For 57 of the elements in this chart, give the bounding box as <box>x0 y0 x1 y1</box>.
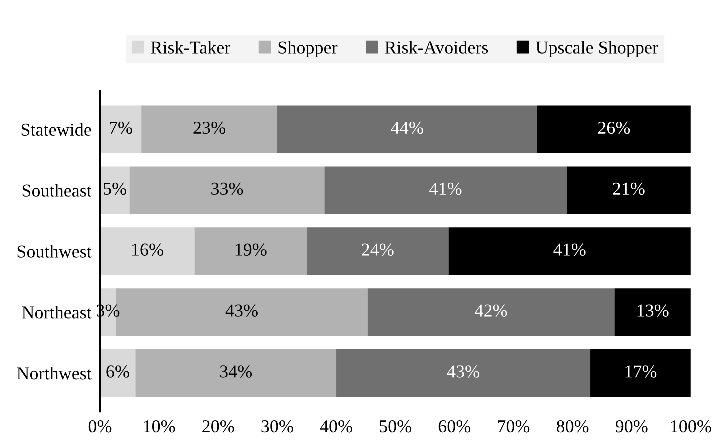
x-tick-label: 80% <box>556 420 589 433</box>
x-tick-label: 70% <box>498 420 530 433</box>
x-tick-label: 10% <box>144 420 176 433</box>
data-label: 34% <box>220 366 252 378</box>
bar <box>614 288 691 336</box>
y-tick-label: Northeast <box>22 306 92 319</box>
data-label: 23% <box>194 122 226 134</box>
bar <box>100 228 195 276</box>
y-tick-label: Southwest <box>18 245 92 258</box>
data-label: 44% <box>391 122 424 134</box>
data-label: 26% <box>598 122 630 134</box>
data-label: 17% <box>626 366 657 378</box>
data-label: 16% <box>132 244 164 256</box>
bar <box>306 228 449 276</box>
x-tick-label: 90% <box>616 420 648 433</box>
data-label: 19% <box>236 244 267 256</box>
data-label: 43% <box>226 304 258 317</box>
legend-label: Upscale Shopper <box>536 41 658 58</box>
data-label: 24% <box>362 244 394 256</box>
x-tick-label: 50% <box>380 420 412 433</box>
y-tick-label: Northwest <box>17 367 92 380</box>
bar <box>448 228 691 276</box>
data-label: 33% <box>212 182 244 196</box>
data-label: 42% <box>475 304 508 317</box>
bar <box>130 166 325 214</box>
legend-label: Risk-Avoiders <box>385 41 488 54</box>
legend-label: Risk-Taker <box>151 41 231 54</box>
data-label: 6% <box>106 366 130 378</box>
x-tick-label: 0% <box>88 420 112 433</box>
x-tick-label: 40% <box>320 420 352 433</box>
x-tick-label: 100% <box>671 420 712 433</box>
bar <box>142 106 278 154</box>
bar <box>100 166 130 214</box>
bar <box>590 350 691 398</box>
x-tick-label: 60% <box>438 420 471 433</box>
data-label: 41% <box>554 244 586 256</box>
bar <box>100 106 142 154</box>
bar <box>194 228 307 276</box>
x-tick-label: 30% <box>262 420 294 433</box>
data-label: 13% <box>638 304 669 317</box>
bar <box>277 106 538 154</box>
bar <box>324 166 567 214</box>
bar <box>136 350 337 398</box>
data-label: 5% <box>104 182 126 196</box>
x-tick-label: 20% <box>202 420 234 433</box>
data-label: 7% <box>110 122 132 134</box>
data-label: 43% <box>447 366 480 378</box>
bar <box>566 166 691 214</box>
legend-label: Shopper <box>278 41 338 58</box>
bar <box>100 350 136 398</box>
data-label: 41% <box>430 182 462 196</box>
bar <box>537 106 691 154</box>
bar <box>336 350 591 398</box>
data-label: 21% <box>613 182 645 196</box>
y-tick-label: Southeast <box>22 184 92 197</box>
bar <box>368 288 615 336</box>
y-tick-label: Statewide <box>22 123 92 136</box>
